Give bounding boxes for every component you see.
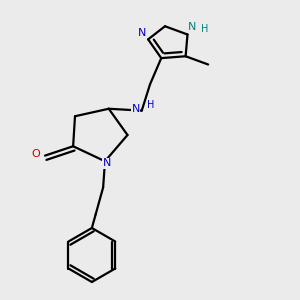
Text: N: N: [131, 104, 140, 114]
Text: N: N: [138, 28, 146, 38]
Text: H: H: [201, 24, 208, 34]
Text: O: O: [32, 149, 40, 159]
Text: N: N: [103, 158, 111, 168]
Text: N: N: [188, 22, 196, 32]
Text: H: H: [147, 100, 155, 110]
